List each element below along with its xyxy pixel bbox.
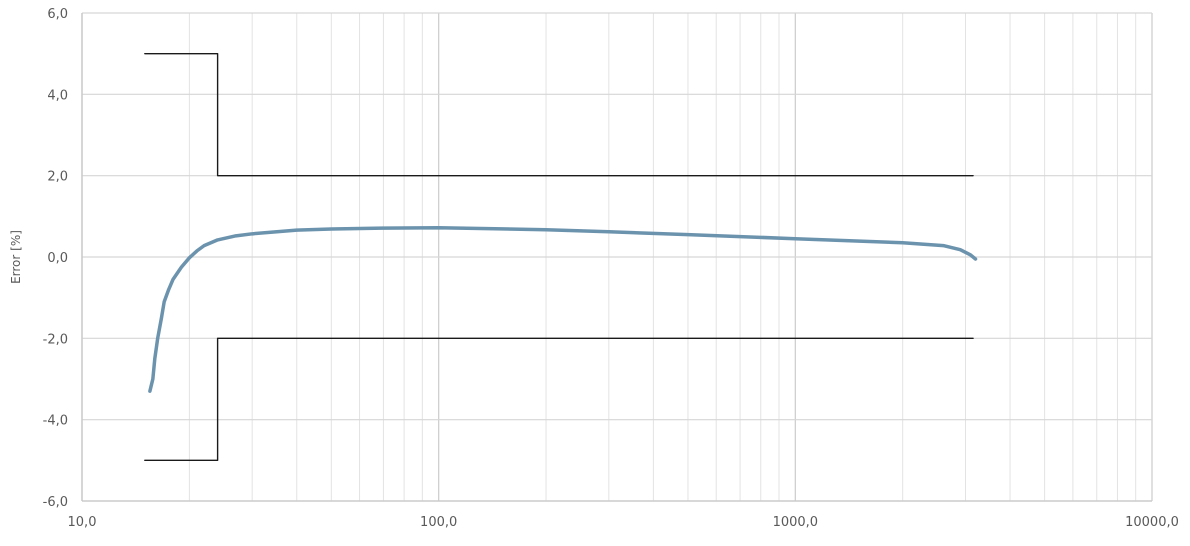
measured-line: [148, 225, 978, 393]
upper-limit-line: [144, 52, 974, 177]
y-tick-label: 4,0: [47, 88, 68, 103]
series-layer: [144, 52, 978, 462]
x-tick-label: 1000,0: [773, 515, 819, 530]
y-tick-label: -6,0: [43, 495, 68, 510]
x-tick-label: 100,0: [420, 515, 457, 530]
axes: [81, 13, 1152, 502]
lower-limit-line: [144, 337, 974, 462]
y-tick-label: 0,0: [47, 251, 68, 266]
x-tick-label: 10000,0: [1125, 515, 1179, 530]
tick-labels: 6,0 4,0 2,0 0,0 -2,0 -4,0 -6,010,0 100,0 1000,0 1…: [43, 7, 1179, 530]
y-tick-label: 6,0: [47, 7, 68, 22]
grid: [81, 12, 1153, 502]
y-tick-label: 2,0: [47, 170, 68, 185]
y-axis-label: Error [%]: [9, 230, 23, 284]
y-tick-label: -2,0: [43, 332, 68, 347]
x-tick-label: 10,0: [68, 515, 97, 530]
y-tick-label: -4,0: [43, 414, 68, 429]
